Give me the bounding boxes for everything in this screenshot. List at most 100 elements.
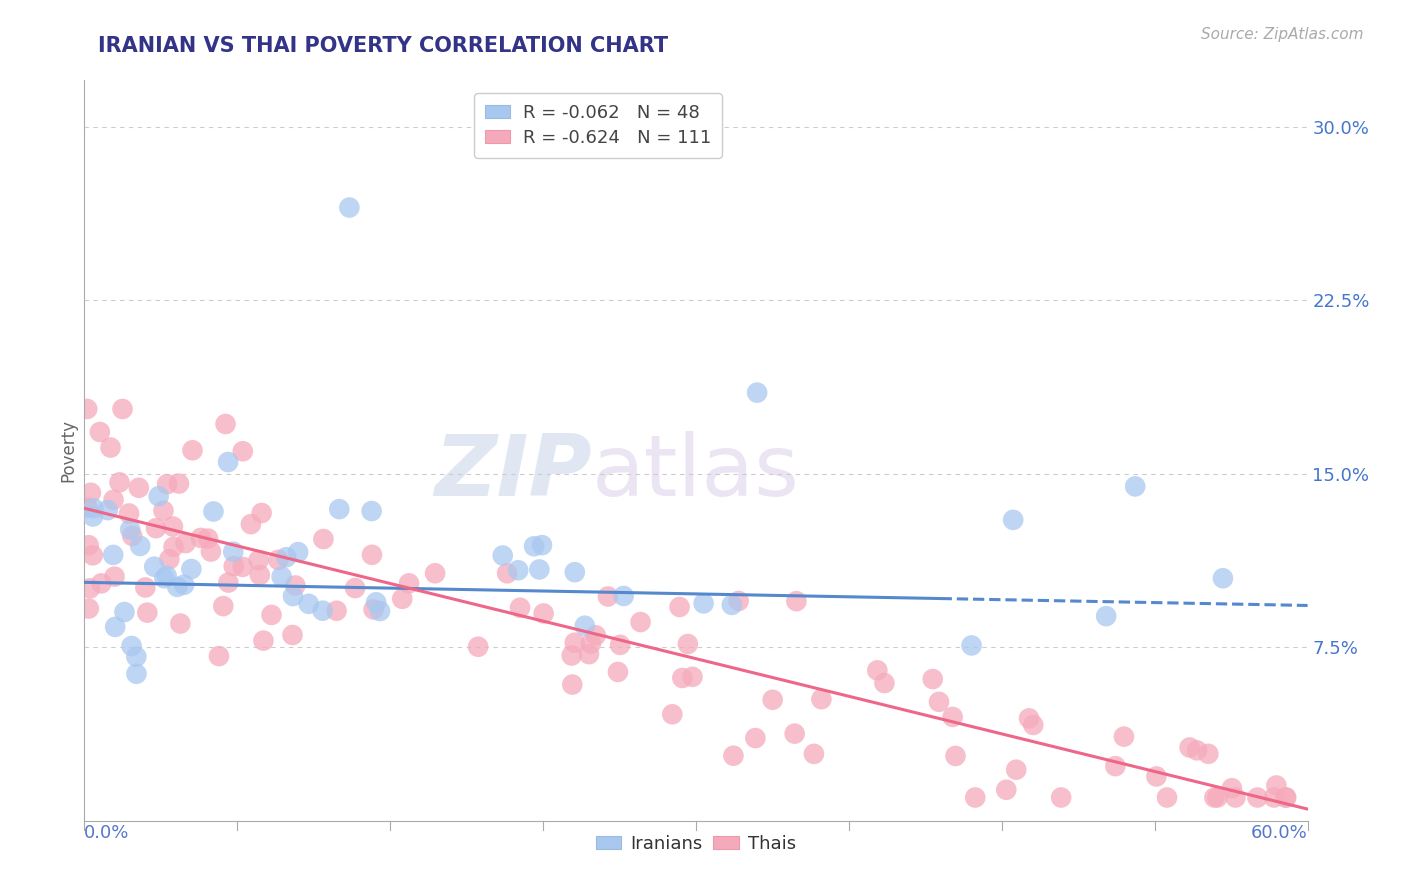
Point [368, 604, 391, 618]
Point [1022, 718, 1045, 732]
Point [136, 606, 159, 620]
Point [509, 600, 531, 615]
Point [1265, 779, 1288, 793]
Point [76, 500, 98, 515]
Point [97, 503, 120, 517]
Point [398, 576, 420, 591]
Point [1156, 790, 1178, 805]
Point [129, 539, 152, 553]
Point [80, 485, 103, 500]
Legend: Iranians, Thais: Iranians, Thais [589, 827, 803, 860]
Point [267, 553, 290, 567]
Point [578, 647, 600, 661]
Point [214, 417, 236, 431]
Point [134, 581, 156, 595]
Point [82, 509, 104, 524]
Point [125, 649, 148, 664]
Point [239, 517, 262, 532]
Point [1002, 513, 1025, 527]
Point [942, 710, 965, 724]
Text: ZIP: ZIP [434, 431, 592, 514]
Point [744, 731, 766, 745]
Point [391, 591, 413, 606]
Point [103, 492, 125, 507]
Text: atlas: atlas [592, 431, 800, 514]
Point [529, 562, 551, 576]
Point [508, 563, 530, 577]
Point [613, 589, 636, 603]
Point [630, 615, 652, 629]
Point [90, 576, 112, 591]
Point [496, 566, 519, 581]
Point [247, 553, 270, 567]
Point [530, 538, 553, 552]
Point [156, 477, 179, 491]
Point [121, 639, 143, 653]
Point [1246, 790, 1268, 805]
Point [339, 201, 361, 215]
Point [1123, 479, 1146, 493]
Point [200, 544, 222, 558]
Point [574, 618, 596, 632]
Point [960, 639, 983, 653]
Point [82, 549, 104, 563]
Point [181, 443, 204, 458]
Point [100, 441, 122, 455]
Point [1275, 790, 1298, 805]
Point [108, 475, 131, 490]
Point [121, 529, 143, 543]
Y-axis label: Poverty: Poverty [59, 419, 77, 482]
Point [222, 559, 245, 574]
Point [668, 599, 690, 614]
Point [166, 580, 188, 594]
Point [366, 595, 388, 609]
Point [467, 640, 489, 654]
Point [921, 672, 943, 686]
Point [162, 519, 184, 533]
Point [671, 671, 693, 685]
Point [762, 692, 785, 706]
Point [197, 532, 219, 546]
Point [720, 598, 742, 612]
Point [312, 532, 335, 546]
Point [1112, 730, 1135, 744]
Point [77, 538, 100, 552]
Point [344, 581, 367, 595]
Point [363, 602, 385, 616]
Point [180, 562, 202, 576]
Point [79, 582, 101, 596]
Point [609, 638, 631, 652]
Point [156, 569, 179, 583]
Point [1197, 747, 1219, 761]
Point [561, 677, 583, 691]
Point [111, 402, 134, 417]
Point [676, 637, 699, 651]
Point [312, 604, 335, 618]
Point [202, 504, 225, 518]
Point [523, 539, 546, 553]
Point [945, 748, 967, 763]
Point [173, 578, 195, 592]
Point [361, 548, 384, 562]
Point [89, 425, 111, 439]
Point [692, 596, 714, 610]
Point [76, 401, 98, 416]
Point [217, 575, 239, 590]
Point [1178, 740, 1201, 755]
Point [83, 501, 105, 516]
Point [103, 548, 125, 562]
Point [561, 648, 583, 663]
Point [148, 489, 170, 503]
Point [153, 571, 176, 585]
Point [169, 616, 191, 631]
Point [747, 385, 769, 400]
Point [785, 594, 807, 608]
Point [77, 601, 100, 615]
Point [1185, 743, 1208, 757]
Point [727, 594, 749, 608]
Point [1005, 763, 1028, 777]
Point [162, 540, 184, 554]
Point [1018, 711, 1040, 725]
Point [1144, 769, 1167, 783]
Point [1212, 571, 1234, 585]
